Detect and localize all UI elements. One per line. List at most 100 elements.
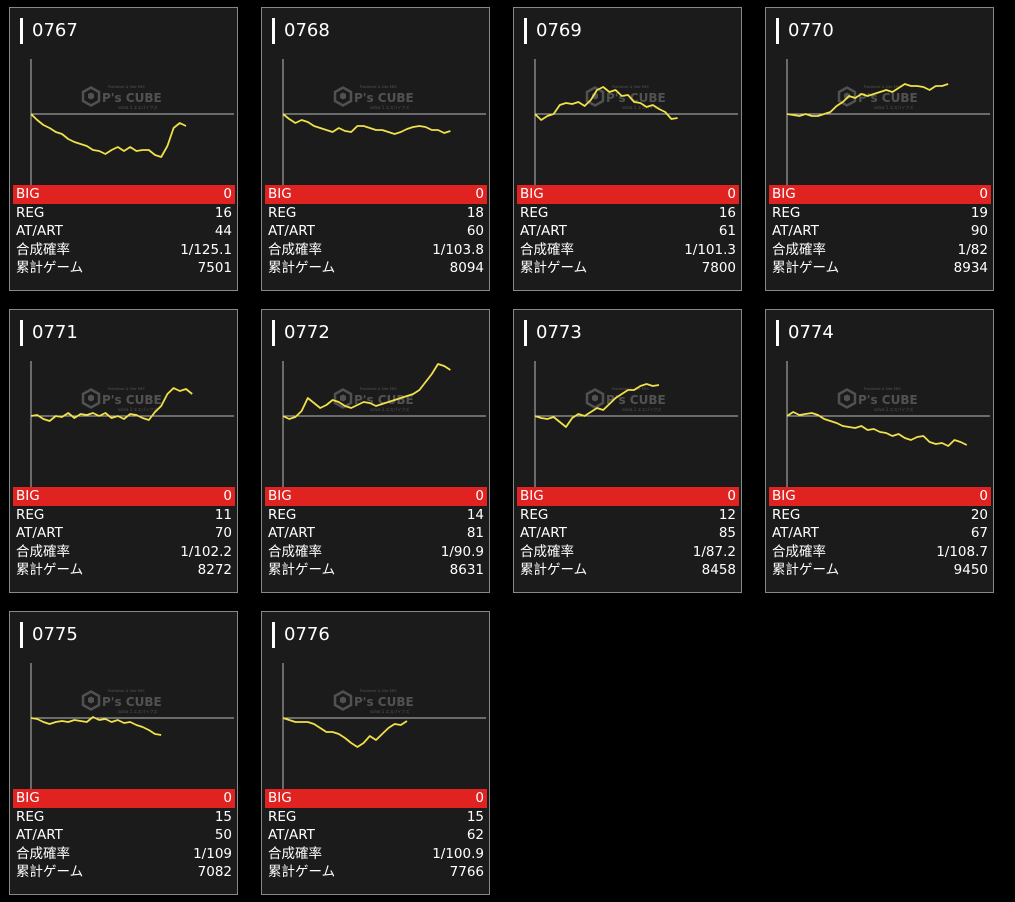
at-art-value: 60 — [466, 223, 484, 240]
at-art-label: AT/ART — [268, 223, 315, 240]
ps-cube-watermark-logo: P's CUBE Publisher & Site ERS solva 1 エスパイ… — [81, 85, 162, 110]
trend-line — [282, 363, 451, 420]
at-art-label: AT/ART — [268, 525, 315, 542]
svg-text:Publisher & Site ERS: Publisher & Site ERS — [108, 689, 145, 693]
svg-text:solva 1 エスパイクズ: solva 1 エスパイクズ — [370, 708, 409, 714]
total-games-label: 累計ゲーム — [268, 864, 336, 881]
total-games-row: 累計ゲーム 8272 — [13, 561, 235, 580]
total-games-value: 8458 — [701, 562, 736, 579]
machine-card-0770[interactable]: 0770 P's CUBE Publisher & Site ERS solva 1 … — [765, 7, 994, 291]
reg-row: REG 16 — [517, 204, 739, 223]
trend-chart-svg: P's CUBE Publisher & Site ERS solva 1 エスパイ… — [30, 59, 234, 185]
big-label: BIG — [520, 186, 544, 202]
probability-row: 合成確率 1/102.2 — [13, 543, 235, 562]
big-label: BIG — [16, 186, 40, 202]
svg-text:solva 1 エスパイクズ: solva 1 エスパイクズ — [874, 406, 913, 412]
stats-table: BIG 0 REG 15 AT/ART 50 合成確率 1/109 累計ゲーム 7082 — [13, 789, 235, 882]
svg-text:solva 1 エスパイクズ: solva 1 エスパイクズ — [370, 104, 409, 110]
svg-text:solva 1 エスパイクズ: solva 1 エスパイクズ — [118, 708, 157, 714]
machine-card-0776[interactable]: 0776 P's CUBE Publisher & Site ERS solva 1 … — [261, 611, 490, 895]
machine-card-0767[interactable]: 0767 P's CUBE Publisher & Site ERS solva 1 … — [9, 7, 238, 291]
at-art-row: AT/ART 62 — [265, 826, 487, 845]
machine-card-0768[interactable]: 0768 P's CUBE Publisher & Site ERS solva 1 … — [261, 7, 490, 291]
machine-number: 0771 — [20, 320, 78, 346]
total-games-row: 累計ゲーム 7082 — [13, 863, 235, 882]
machine-card-0772[interactable]: 0772 P's CUBE Publisher & Site ERS solva 1 … — [261, 309, 490, 593]
at-art-label: AT/ART — [16, 525, 63, 542]
trend-chart-svg: P's CUBE Publisher & Site ERS solva 1 エスパイ… — [786, 361, 990, 487]
stats-table: BIG 0 REG 20 AT/ART 67 合成確率 1/108.7 累計ゲーム 9450 — [769, 487, 991, 580]
machine-number: 0769 — [524, 18, 582, 44]
big-value: 0 — [727, 488, 736, 504]
total-games-value: 8272 — [197, 562, 232, 579]
svg-text:Publisher & Site ERS: Publisher & Site ERS — [360, 387, 397, 391]
probability-label: 合成確率 — [772, 241, 826, 258]
total-games-label: 累計ゲーム — [520, 260, 588, 277]
big-value: 0 — [727, 186, 736, 202]
svg-text:Publisher & Site ERS: Publisher & Site ERS — [864, 85, 901, 89]
machine-card-0769[interactable]: 0769 P's CUBE Publisher & Site ERS solva 1 … — [513, 7, 742, 291]
probability-label: 合成確率 — [16, 845, 70, 862]
reg-row: REG 16 — [13, 204, 235, 223]
trend-chart: P's CUBE Publisher & Site ERS solva 1 エスパイ… — [16, 48, 236, 186]
svg-text:P's CUBE: P's CUBE — [606, 393, 666, 407]
total-games-label: 累計ゲーム — [268, 260, 336, 277]
big-label: BIG — [268, 488, 292, 504]
trend-chart: P's CUBE Publisher & Site ERS solva 1 エスパイ… — [268, 652, 488, 790]
at-art-value: 44 — [214, 223, 232, 240]
total-games-value: 7082 — [197, 864, 232, 881]
big-value: 0 — [979, 186, 988, 202]
probability-label: 合成確率 — [268, 241, 322, 258]
reg-label: REG — [520, 204, 549, 221]
trend-line — [534, 383, 660, 428]
reg-row: REG 15 — [265, 808, 487, 827]
trend-chart: P's CUBE Publisher & Site ERS solva 1 エスパイ… — [268, 48, 488, 186]
stats-table: BIG 0 REG 11 AT/ART 70 合成確率 1/102.2 累計ゲーム 8272 — [13, 487, 235, 580]
svg-text:Publisher & Site ERS: Publisher & Site ERS — [108, 387, 145, 391]
at-art-label: AT/ART — [772, 525, 819, 542]
big-label: BIG — [520, 488, 544, 504]
svg-text:solva 1 エスパイクズ: solva 1 エスパイクズ — [874, 104, 913, 110]
at-art-value: 90 — [970, 223, 988, 240]
probability-row: 合成確率 1/103.8 — [265, 241, 487, 260]
svg-text:Publisher & Site ERS: Publisher & Site ERS — [864, 387, 901, 391]
stats-table: BIG 0 REG 15 AT/ART 62 合成確率 1/100.9 累計ゲーム 7766 — [265, 789, 487, 882]
total-games-row: 累計ゲーム 8458 — [517, 561, 739, 580]
stats-table: BIG 0 REG 18 AT/ART 60 合成確率 1/103.8 累計ゲーム 8094 — [265, 185, 487, 278]
probability-row: 合成確率 1/90.9 — [265, 543, 487, 562]
big-row: BIG 0 — [265, 789, 487, 808]
total-games-row: 累計ゲーム 8631 — [265, 561, 487, 580]
big-value: 0 — [223, 186, 232, 202]
big-row: BIG 0 — [13, 789, 235, 808]
trend-chart: P's CUBE Publisher & Site ERS solva 1 エスパイ… — [772, 350, 992, 488]
total-games-label: 累計ゲーム — [772, 562, 840, 579]
machine-card-0771[interactable]: 0771 P's CUBE Publisher & Site ERS solva 1 … — [9, 309, 238, 593]
reg-label: REG — [16, 204, 45, 221]
machine-card-0773[interactable]: 0773 P's CUBE Publisher & Site ERS solva 1 … — [513, 309, 742, 593]
at-art-value: 81 — [466, 525, 484, 542]
reg-label: REG — [520, 506, 549, 523]
trend-chart-svg: P's CUBE Publisher & Site ERS solva 1 エスパイ… — [786, 59, 990, 185]
ps-cube-watermark-logo: P's CUBE Publisher & Site ERS solva 1 エスパイ… — [333, 85, 414, 110]
total-games-row: 累計ゲーム 7501 — [13, 259, 235, 278]
probability-value: 1/90.9 — [440, 543, 484, 560]
reg-row: REG 12 — [517, 506, 739, 525]
at-art-label: AT/ART — [772, 223, 819, 240]
at-art-label: AT/ART — [520, 525, 567, 542]
reg-value: 15 — [214, 808, 232, 825]
big-row: BIG 0 — [517, 487, 739, 506]
svg-text:Publisher & Site ERS: Publisher & Site ERS — [360, 689, 397, 693]
machine-card-0775[interactable]: 0775 P's CUBE Publisher & Site ERS solva 1 … — [9, 611, 238, 895]
svg-text:P's CUBE: P's CUBE — [354, 695, 414, 709]
reg-value: 16 — [718, 204, 736, 221]
at-art-row: AT/ART 70 — [13, 524, 235, 543]
machine-card-0774[interactable]: 0774 P's CUBE Publisher & Site ERS solva 1 … — [765, 309, 994, 593]
probability-row: 合成確率 1/82 — [769, 241, 991, 260]
probability-label: 合成確率 — [268, 543, 322, 560]
trend-line — [282, 113, 451, 135]
svg-text:P's CUBE: P's CUBE — [858, 91, 918, 105]
trend-line — [282, 717, 408, 748]
ps-cube-watermark-logo: P's CUBE Publisher & Site ERS solva 1 エスパイ… — [837, 387, 918, 412]
big-row: BIG 0 — [517, 185, 739, 204]
